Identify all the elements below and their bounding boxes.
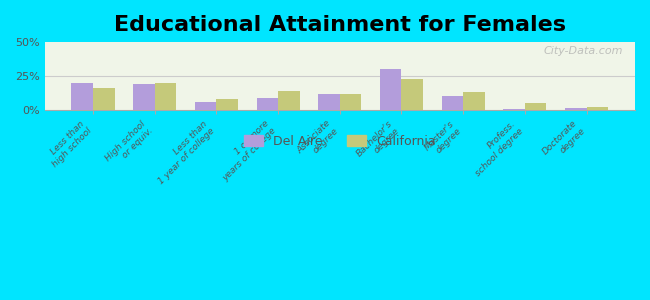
- Bar: [525, 103, 547, 110]
- Bar: [402, 79, 423, 110]
- Title: Educational Attainment for Females: Educational Attainment for Females: [114, 15, 566, 35]
- Bar: [586, 107, 608, 110]
- Bar: [216, 99, 238, 110]
- Bar: [93, 88, 114, 110]
- Bar: [318, 94, 340, 110]
- Bar: [257, 98, 278, 110]
- Bar: [503, 109, 525, 110]
- Bar: [195, 102, 216, 110]
- Bar: [278, 91, 300, 110]
- Bar: [380, 69, 402, 110]
- Bar: [441, 96, 463, 110]
- Bar: [72, 83, 93, 110]
- Legend: Del Aire, California: Del Aire, California: [239, 130, 441, 152]
- Bar: [155, 83, 176, 110]
- Text: City-Data.com: City-Data.com: [543, 46, 623, 56]
- Bar: [463, 92, 485, 110]
- Bar: [340, 94, 361, 110]
- Bar: [133, 84, 155, 110]
- Bar: [565, 108, 586, 110]
